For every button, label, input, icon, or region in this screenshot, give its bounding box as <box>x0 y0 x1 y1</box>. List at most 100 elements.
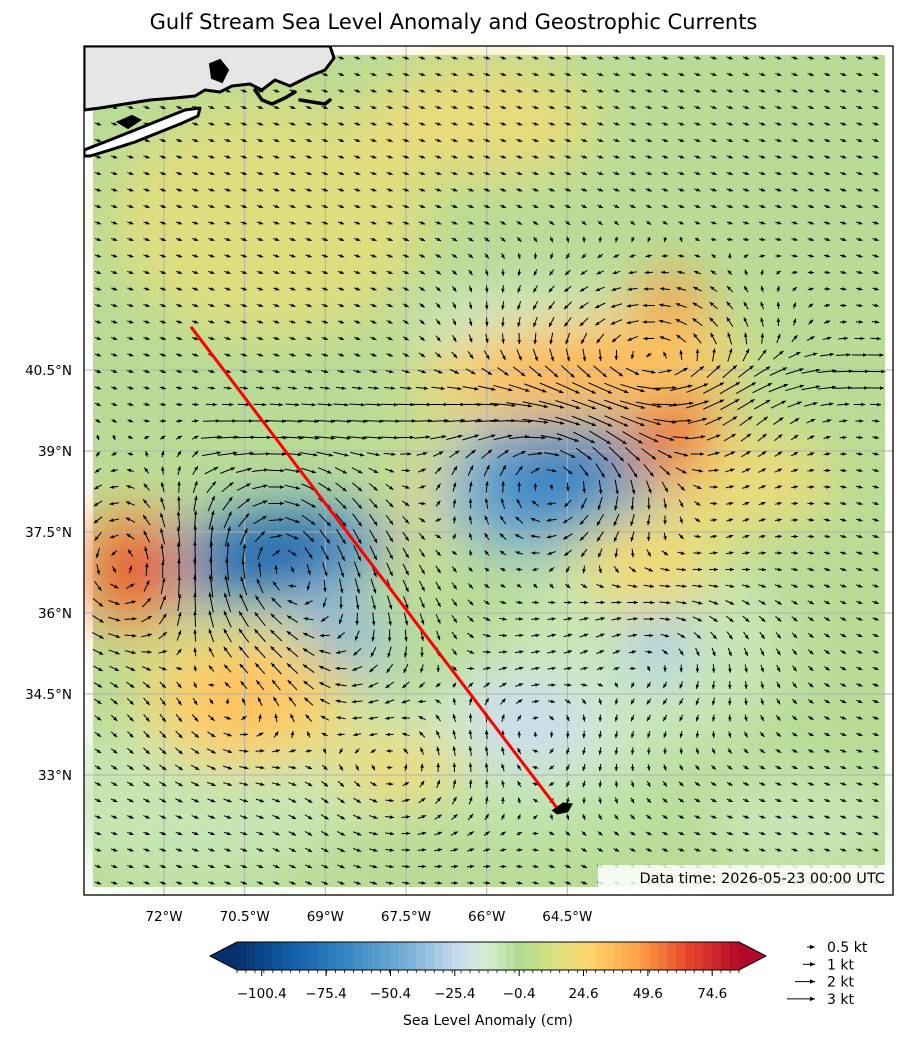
current-vector <box>143 386 150 390</box>
vector-legend-label: 2 kt <box>827 975 854 991</box>
current-vector <box>352 814 362 820</box>
current-vector <box>108 649 120 655</box>
current-vector <box>355 612 359 626</box>
current-vector <box>532 301 539 310</box>
current-vector <box>452 697 457 706</box>
current-vector <box>629 666 636 671</box>
current-vector <box>352 482 363 492</box>
current-vector <box>709 317 719 327</box>
current-vector <box>515 551 524 555</box>
current-vector <box>110 386 118 390</box>
current-vector <box>177 593 182 612</box>
current-vector <box>256 122 264 126</box>
current-vector <box>614 797 618 804</box>
current-vector <box>807 551 815 555</box>
current-vector <box>807 468 815 473</box>
current-vector <box>467 56 474 60</box>
current-vector <box>726 221 733 225</box>
current-vector <box>582 747 586 755</box>
current-vector <box>159 336 167 341</box>
current-vector <box>241 697 246 706</box>
current-vector <box>645 204 652 209</box>
current-vector <box>419 319 425 325</box>
current-vector <box>289 138 296 143</box>
current-vector <box>94 715 102 721</box>
current-vector <box>288 369 296 374</box>
current-vector <box>515 155 523 159</box>
current-vector <box>855 320 864 324</box>
current-vector <box>94 386 102 390</box>
current-vector <box>369 732 378 737</box>
current-vector <box>94 270 102 275</box>
current-vector <box>580 269 588 276</box>
current-vector <box>336 386 346 390</box>
current-vector <box>256 105 264 110</box>
current-vector <box>110 287 118 291</box>
current-vector <box>839 72 847 77</box>
current-vector <box>872 122 879 126</box>
current-vector <box>807 831 815 836</box>
current-vector <box>512 366 526 377</box>
current-vector <box>490 402 516 408</box>
current-vector <box>735 382 757 394</box>
current-vector <box>483 221 490 225</box>
current-vector <box>483 188 491 192</box>
current-vector <box>674 451 689 457</box>
current-vector <box>256 320 264 324</box>
current-vector <box>333 451 349 457</box>
current-vector <box>512 450 526 458</box>
current-vector <box>370 171 377 176</box>
current-vector <box>209 557 213 582</box>
current-vector <box>506 402 533 408</box>
current-vector <box>775 72 782 77</box>
current-vector <box>269 402 283 407</box>
current-vector <box>127 418 134 423</box>
current-vector <box>588 415 613 427</box>
current-vector <box>418 237 426 242</box>
current-vector <box>160 577 166 595</box>
current-vector <box>867 386 884 390</box>
current-vector <box>431 386 445 391</box>
current-vector <box>872 72 879 77</box>
current-vector <box>402 547 410 559</box>
current-vector <box>872 105 879 110</box>
current-vector <box>419 335 425 342</box>
current-vector <box>451 188 458 192</box>
current-vector <box>759 221 766 225</box>
current-vector <box>301 499 316 508</box>
current-vector <box>224 221 231 225</box>
current-vector <box>791 270 798 275</box>
current-vector <box>596 333 605 344</box>
current-vector <box>451 155 458 159</box>
current-vector <box>499 188 507 192</box>
current-vector <box>447 386 462 391</box>
current-vector <box>288 749 296 753</box>
current-vector <box>143 204 150 209</box>
current-vector <box>159 155 167 159</box>
current-vector <box>176 611 182 627</box>
current-vector <box>224 188 231 192</box>
current-vector <box>237 402 250 407</box>
current-vector <box>257 562 262 577</box>
colorbar-cell <box>290 942 301 970</box>
current-vector <box>159 221 167 225</box>
current-vector <box>807 72 815 77</box>
current-vector <box>613 56 620 60</box>
current-vector <box>547 600 556 605</box>
current-vector <box>823 155 831 159</box>
current-vector <box>693 286 702 292</box>
current-vector <box>338 613 344 625</box>
current-vector <box>337 780 345 788</box>
current-vector <box>237 498 251 509</box>
current-vector <box>775 171 782 176</box>
current-vector <box>807 485 815 489</box>
current-vector <box>287 599 298 606</box>
colorbar-cell <box>577 942 588 970</box>
current-vector <box>384 386 396 390</box>
current-vector <box>500 567 506 572</box>
current-vector <box>336 847 346 853</box>
current-vector <box>239 782 249 786</box>
current-vector <box>305 138 312 143</box>
current-vector <box>629 138 636 143</box>
current-vector <box>336 814 346 820</box>
